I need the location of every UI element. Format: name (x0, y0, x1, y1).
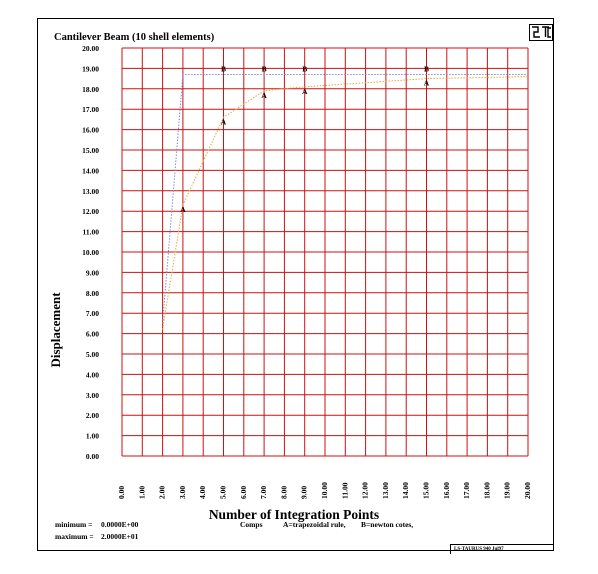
software-stamp: LS-TAURUS 940 Jul97 (450, 544, 554, 554)
series-line-a (162, 76, 529, 330)
x-tick-labels: 0.00 1.00 2.00 3.00 4.00 5.00 6.00 7.00 8.00 9.00… (117, 482, 532, 499)
y-tick-label: 11.00 (83, 228, 100, 237)
series-marker-a: A (221, 117, 227, 126)
series-marker-a: A (302, 87, 308, 96)
y-tick-label: 9.00 (86, 268, 99, 277)
y-tick-label: 10.00 (82, 248, 99, 257)
plot-grid (121, 47, 529, 457)
maximum-label: maximum = (55, 532, 94, 541)
x-tick-label: 20.00 (523, 482, 532, 499)
maximum-value: 2.0000E+01 (101, 532, 139, 541)
series-marker-b: B (262, 65, 267, 74)
y-tick-label: 0.00 (86, 452, 99, 461)
legend-b: B=newton cotes, (361, 520, 413, 529)
x-tick-label: 5.00 (219, 486, 228, 499)
series-marker-a: A (424, 79, 430, 88)
chart-title: Cantilever Beam (10 shell elements) (54, 32, 215, 43)
x-tick-label: 0.00 (117, 486, 126, 499)
x-axis-label: Number of Integration Points (209, 507, 379, 522)
x-tick-label: 1.00 (137, 486, 146, 499)
x-tick-label: 12.00 (361, 482, 370, 499)
series-marker-b: B (302, 65, 307, 74)
y-tick-labels: 0.00 1.00 2.00 3.00 4.00 5.00 6.00 7.00 8.00 9.00… (82, 44, 99, 461)
x-tick-label: 15.00 (422, 482, 431, 499)
series-marker-b: B (424, 65, 429, 74)
y-tick-label: 12.00 (82, 207, 99, 216)
series-layer: AAA AAB B B B (162, 65, 529, 330)
y-tick-label: 15.00 (82, 146, 99, 155)
y-tick-label: 16.00 (82, 126, 99, 135)
x-tick-label: 6.00 (239, 486, 248, 499)
x-tick-label: 14.00 (401, 482, 410, 499)
x-tick-label: 4.00 (198, 486, 207, 499)
series-marker-b: B (221, 65, 226, 74)
comps-label: Comps (240, 520, 263, 529)
series-line-b (162, 74, 528, 324)
x-tick-label: 17.00 (462, 482, 471, 499)
legend-a: A=trapezoidal rule, (283, 520, 346, 529)
y-tick-label: 18.00 (82, 85, 99, 94)
x-tick-label: 16.00 (442, 482, 451, 499)
y-tick-label: 13.00 (82, 187, 99, 196)
x-tick-label: 7.00 (259, 486, 268, 499)
series-marker-a: A (180, 205, 186, 214)
x-tick-label: 9.00 (300, 486, 309, 499)
x-tick-label: 2.00 (158, 486, 167, 499)
figure-frame (37, 18, 554, 551)
y-axis-label: Displacement (48, 292, 63, 368)
y-tick-label: 5.00 (86, 350, 99, 359)
x-tick-label: 10.00 (320, 482, 329, 499)
y-tick-label: 6.00 (86, 330, 99, 339)
x-tick-label: 8.00 (279, 486, 288, 499)
y-tick-label: 14.00 (82, 166, 99, 175)
minimum-value: 0.0000E+00 (101, 520, 139, 529)
y-tick-label: 8.00 (86, 289, 99, 298)
y-tick-label: 7.00 (86, 309, 99, 318)
y-tick-label: 1.00 (86, 432, 99, 441)
x-tick-label: 11.00 (340, 482, 349, 499)
y-tick-label: 20.00 (82, 44, 99, 53)
series-marker-a: A (261, 91, 267, 100)
y-tick-label: 19.00 (82, 64, 99, 73)
y-tick-label: 3.00 (86, 391, 99, 400)
lstc-logo (529, 24, 553, 41)
y-tick-label: 4.00 (86, 370, 99, 379)
y-tick-label: 17.00 (82, 105, 99, 114)
y-tick-label: 2.00 (86, 411, 99, 420)
minimum-label: minimum = (55, 520, 92, 529)
x-tick-label: 18.00 (482, 482, 491, 499)
x-tick-label: 19.00 (503, 482, 512, 499)
x-tick-label: 3.00 (178, 486, 187, 499)
x-tick-label: 13.00 (381, 482, 390, 499)
